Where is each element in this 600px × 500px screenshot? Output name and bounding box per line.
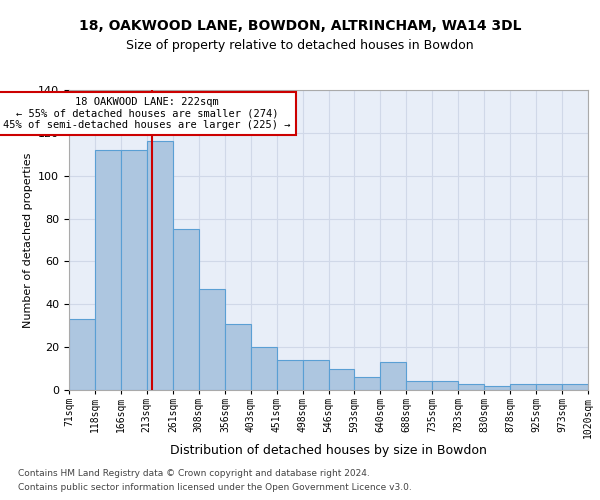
Bar: [432, 382, 458, 390]
Bar: [199, 290, 225, 390]
Bar: [511, 384, 536, 390]
Bar: [355, 377, 380, 390]
Bar: [329, 368, 355, 390]
Text: 18 OAKWOOD LANE: 222sqm
← 55% of detached houses are smaller (274)
45% of semi-d: 18 OAKWOOD LANE: 222sqm ← 55% of detache…: [3, 97, 290, 130]
Text: Contains HM Land Registry data © Crown copyright and database right 2024.: Contains HM Land Registry data © Crown c…: [18, 468, 370, 477]
X-axis label: Distribution of detached houses by size in Bowdon: Distribution of detached houses by size …: [170, 444, 487, 456]
Bar: [277, 360, 302, 390]
Bar: [536, 384, 562, 390]
Bar: [380, 362, 406, 390]
Text: Contains public sector information licensed under the Open Government Licence v3: Contains public sector information licen…: [18, 484, 412, 492]
Bar: [562, 384, 588, 390]
Bar: [69, 320, 95, 390]
Bar: [302, 360, 329, 390]
Bar: [458, 384, 484, 390]
Text: 18, OAKWOOD LANE, BOWDON, ALTRINCHAM, WA14 3DL: 18, OAKWOOD LANE, BOWDON, ALTRINCHAM, WA…: [79, 18, 521, 32]
Bar: [173, 230, 199, 390]
Bar: [251, 347, 277, 390]
Bar: [95, 150, 121, 390]
Bar: [225, 324, 251, 390]
Bar: [121, 150, 146, 390]
Bar: [406, 382, 432, 390]
Bar: [146, 142, 173, 390]
Y-axis label: Number of detached properties: Number of detached properties: [23, 152, 32, 328]
Bar: [484, 386, 511, 390]
Text: Size of property relative to detached houses in Bowdon: Size of property relative to detached ho…: [126, 40, 474, 52]
